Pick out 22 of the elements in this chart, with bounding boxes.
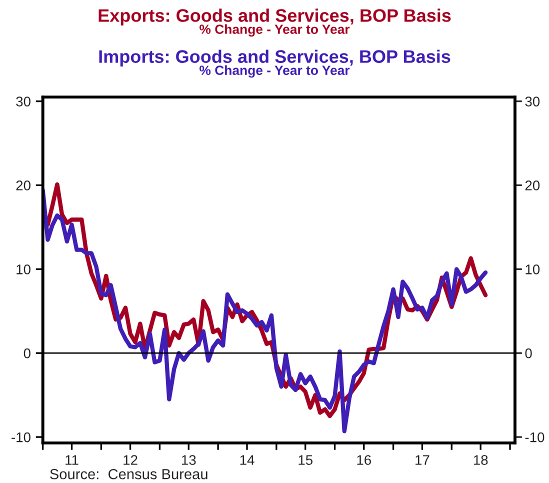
x-tick-label: 16 (357, 455, 371, 465)
y2-tick-label: 20 (525, 180, 540, 190)
x-tick-label: 14 (240, 455, 254, 465)
text: % Change - Year to Year (200, 24, 350, 37)
text: % Change - Year to Year (200, 65, 350, 78)
y-tick-label: 10 (16, 264, 30, 274)
source-note: Source: Census Bureau (50, 468, 208, 480)
y2-tick-label: -10 (525, 432, 544, 442)
text: Exports: Goods and Services, BOP Basis (98, 8, 451, 26)
x-tick-label: 15 (298, 455, 312, 465)
y2-tick-label: 30 (525, 96, 540, 106)
y-tick-label: 0 (24, 348, 30, 358)
y-tick-label: -10 (12, 432, 30, 442)
x-tick-label: 13 (182, 455, 196, 465)
y2-tick-label: 0 (525, 348, 532, 358)
y-tick-label: 30 (16, 96, 30, 106)
y-tick-label: 20 (16, 180, 30, 190)
x-tick-label: 18 (474, 455, 488, 465)
x-tick-label: 11 (66, 455, 78, 465)
x-tick-label: 17 (416, 455, 430, 465)
x-tick-label: 12 (124, 455, 138, 465)
y2-tick-label: 10 (526, 264, 540, 274)
